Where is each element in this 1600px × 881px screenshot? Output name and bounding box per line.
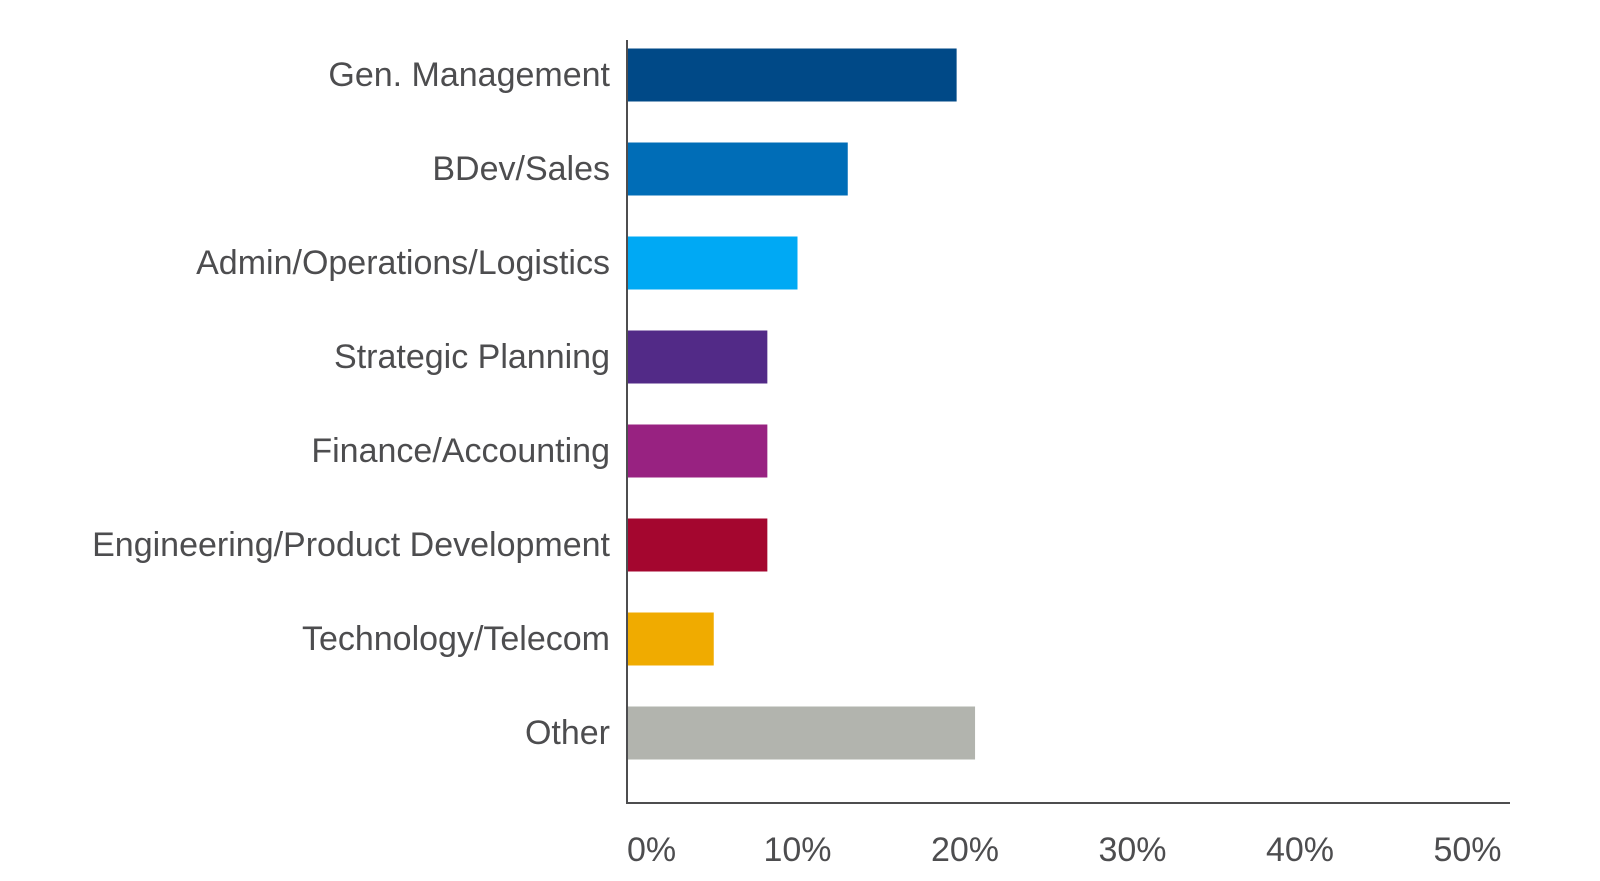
category-label: Strategic Planning (334, 338, 610, 376)
bar-5 (628, 518, 768, 572)
bar-6 (628, 612, 714, 666)
x-tick-label: 30% (1098, 831, 1166, 869)
bar-0 (628, 48, 957, 102)
bar-1 (628, 142, 848, 196)
x-tick-label: 40% (1266, 831, 1334, 869)
x-tick-label: 20% (931, 831, 999, 869)
bar-2 (628, 236, 798, 290)
bar-3 (628, 330, 768, 384)
x-tick-labels: 0% 10% 20% 30% 40% 50% (627, 831, 1502, 869)
category-labels: Gen. Management BDev/Sales Admin/Operation… (92, 56, 610, 752)
x-tick-label: 50% (1433, 831, 1501, 869)
x-tick-label: 10% (763, 831, 831, 869)
category-label: Finance/Accounting (311, 432, 610, 470)
category-label: BDev/Sales (432, 150, 610, 188)
category-label: Engineering/Product Development (92, 526, 610, 564)
x-tick-label: 0% (627, 831, 676, 869)
bars (628, 48, 976, 760)
category-label: Gen. Management (328, 56, 610, 94)
category-label: Technology/Telecom (302, 620, 610, 658)
bar-7 (628, 706, 976, 760)
category-label: Other (525, 714, 610, 752)
category-label: Admin/Operations/Logistics (196, 244, 610, 282)
bar-4 (628, 424, 768, 478)
